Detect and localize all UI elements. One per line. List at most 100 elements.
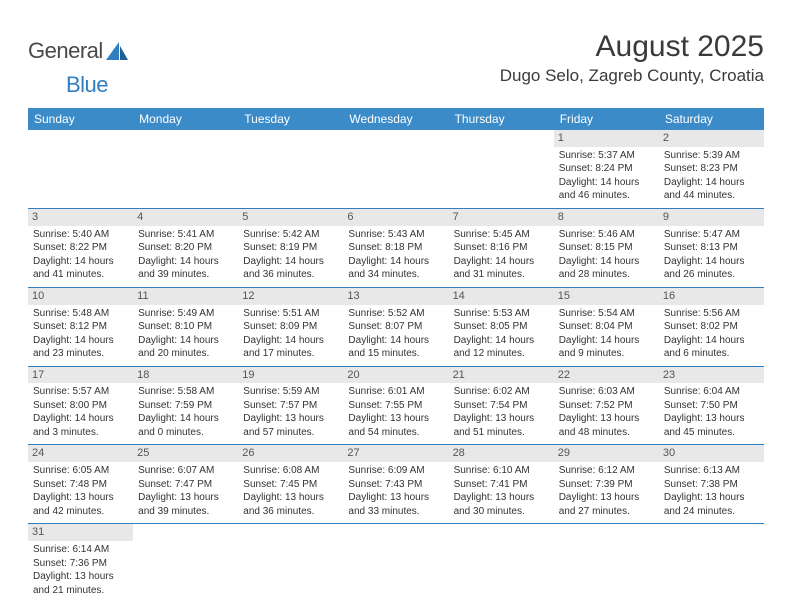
calendar-cell: 19Sunrise: 5:59 AMSunset: 7:57 PMDayligh… [238, 366, 343, 445]
calendar-cell: 13 Sunrise: 5:52 AMSunset: 8:07 PMDayligh… [343, 287, 448, 366]
logo: General [28, 30, 130, 64]
calendar-cell: 21Sunrise: 6:02 AMSunset: 7:54 PMDayligh… [449, 366, 554, 445]
day-info: Sunrise: 5:42 AMSunset: 8:19 PMDaylight:… [243, 228, 338, 282]
weekday-header: Tuesday [238, 108, 343, 130]
calendar-cell: 9 Sunrise: 5:47 AMSunset: 8:13 PMDaylight… [659, 208, 764, 287]
weekday-header: Saturday [659, 108, 764, 130]
day-number: 10 [28, 288, 133, 305]
calendar-cell: 24Sunrise: 6:05 AMSunset: 7:48 PMDayligh… [28, 445, 133, 524]
day-number: 20 [343, 367, 448, 384]
calendar-cell: 1 Sunrise: 5:37 AMSunset: 8:24 PMDaylight… [554, 130, 659, 208]
calendar-body: 1 Sunrise: 5:37 AMSunset: 8:24 PMDaylight… [28, 130, 764, 603]
calendar-cell: 14Sunrise: 5:53 AMSunset: 8:05 PMDayligh… [449, 287, 554, 366]
day-info: Sunrise: 5:41 AMSunset: 8:20 PMDaylight:… [138, 228, 233, 282]
calendar-cell: 27 Sunrise: 6:09 AMSunset: 7:43 PMDayligh… [343, 445, 448, 524]
day-number: 12 [238, 288, 343, 305]
weekday-header: Wednesday [343, 108, 448, 130]
weekday-header: Monday [133, 108, 238, 130]
calendar-header-row: SundayMondayTuesdayWednesdayThursdayFrid… [28, 108, 764, 130]
day-number: 22 [554, 367, 659, 384]
calendar-cell: 8Sunrise: 5:46 AMSunset: 8:15 PMDaylight… [554, 208, 659, 287]
day-info: Sunrise: 6:12 AMSunset: 7:39 PMDaylight:… [559, 464, 654, 518]
day-info: Sunrise: 6:10 AMSunset: 7:41 PMDaylight:… [454, 464, 549, 518]
weekday-header: Friday [554, 108, 659, 130]
day-info: Sunrise: 6:03 AMSunset: 7:52 PMDaylight:… [559, 385, 654, 439]
day-info: Sunrise: 5:52 AMSunset: 8:07 PMDaylight:… [348, 307, 443, 361]
day-info: Sunrise: 5:46 AMSunset: 8:15 PMDaylight:… [559, 228, 654, 282]
day-number: 28 [449, 445, 554, 462]
day-number: 7 [449, 209, 554, 226]
calendar-cell: 26 Sunrise: 6:08 AMSunset: 7:45 PMDayligh… [238, 445, 343, 524]
calendar-cell [449, 130, 554, 208]
calendar-cell: 12Sunrise: 5:51 AMSunset: 8:09 PMDayligh… [238, 287, 343, 366]
day-number: 29 [554, 445, 659, 462]
calendar-cell: 4Sunrise: 5:41 AMSunset: 8:20 PMDaylight… [133, 208, 238, 287]
calendar-cell: 22Sunrise: 6:03 AMSunset: 7:52 PMDayligh… [554, 366, 659, 445]
day-number: 21 [449, 367, 554, 384]
day-number: 27 [343, 445, 448, 462]
day-number: 3 [28, 209, 133, 226]
day-info: Sunrise: 5:56 AMSunset: 8:02 PMDaylight:… [664, 307, 759, 361]
day-number: 15 [554, 288, 659, 305]
calendar-cell: 28 Sunrise: 6:10 AMSunset: 7:41 PMDayligh… [449, 445, 554, 524]
day-number: 31 [28, 524, 133, 541]
day-info: Sunrise: 5:58 AMSunset: 7:59 PMDaylight:… [138, 385, 233, 439]
calendar-cell [554, 524, 659, 603]
calendar-cell: 11Sunrise: 5:49 AMSunset: 8:10 PMDayligh… [133, 287, 238, 366]
day-info: Sunrise: 5:53 AMSunset: 8:05 PMDaylight:… [454, 307, 549, 361]
day-number: 23 [659, 367, 764, 384]
calendar-cell: 25Sunrise: 6:07 AMSunset: 7:47 PMDayligh… [133, 445, 238, 524]
calendar-cell: 23Sunrise: 6:04 AMSunset: 7:50 PMDayligh… [659, 366, 764, 445]
calendar-cell: 10Sunrise: 5:48 AMSunset: 8:12 PMDayligh… [28, 287, 133, 366]
calendar-cell: 20Sunrise: 6:01 AMSunset: 7:55 PMDayligh… [343, 366, 448, 445]
day-number: 17 [28, 367, 133, 384]
day-number: 5 [238, 209, 343, 226]
day-info: Sunrise: 6:14 AMSunset: 7:36 PMDaylight:… [33, 543, 128, 597]
calendar-cell: 31 Sunrise: 6:14 AMSunset: 7:36 PMDayligh… [28, 524, 133, 603]
weekday-header: Thursday [449, 108, 554, 130]
day-info: Sunrise: 5:45 AMSunset: 8:16 PMDaylight:… [454, 228, 549, 282]
calendar-cell [28, 130, 133, 208]
calendar-cell [659, 524, 764, 603]
calendar-cell [133, 130, 238, 208]
day-info: Sunrise: 6:13 AMSunset: 7:38 PMDaylight:… [664, 464, 759, 518]
day-number: 9 [659, 209, 764, 226]
calendar-cell [343, 524, 448, 603]
day-number: 1 [554, 130, 659, 147]
calendar-cell: 18Sunrise: 5:58 AMSunset: 7:59 PMDayligh… [133, 366, 238, 445]
day-info: Sunrise: 6:09 AMSunset: 7:43 PMDaylight:… [348, 464, 443, 518]
calendar-cell: 15 Sunrise: 5:54 AMSunset: 8:04 PMDayligh… [554, 287, 659, 366]
day-number: 25 [133, 445, 238, 462]
calendar-cell: 6 Sunrise: 5:43 AMSunset: 8:18 PMDaylight… [343, 208, 448, 287]
month-title: August 2025 [500, 30, 764, 64]
day-info: Sunrise: 6:02 AMSunset: 7:54 PMDaylight:… [454, 385, 549, 439]
calendar-table: SundayMondayTuesdayWednesdayThursdayFrid… [28, 108, 764, 603]
day-number: 18 [133, 367, 238, 384]
calendar-cell: 30 Sunrise: 6:13 AMSunset: 7:38 PMDayligh… [659, 445, 764, 524]
day-info: Sunrise: 6:05 AMSunset: 7:48 PMDaylight:… [33, 464, 128, 518]
calendar-cell: 5 Sunrise: 5:42 AMSunset: 8:19 PMDaylight… [238, 208, 343, 287]
day-info: Sunrise: 6:08 AMSunset: 7:45 PMDaylight:… [243, 464, 338, 518]
day-number: 13 [343, 288, 448, 305]
calendar-cell: 7 Sunrise: 5:45 AMSunset: 8:16 PMDaylight… [449, 208, 554, 287]
calendar-cell [238, 130, 343, 208]
calendar-cell [133, 524, 238, 603]
day-info: Sunrise: 6:01 AMSunset: 7:55 PMDaylight:… [348, 385, 443, 439]
day-info: Sunrise: 5:39 AMSunset: 8:23 PMDaylight:… [664, 149, 759, 203]
calendar-cell: 29 Sunrise: 6:12 AMSunset: 7:39 PMDayligh… [554, 445, 659, 524]
day-info: Sunrise: 5:54 AMSunset: 8:04 PMDaylight:… [559, 307, 654, 361]
day-number: 30 [659, 445, 764, 462]
day-info: Sunrise: 5:47 AMSunset: 8:13 PMDaylight:… [664, 228, 759, 282]
calendar-cell: 2Sunrise: 5:39 AMSunset: 8:23 PMDaylight… [659, 130, 764, 208]
day-number: 6 [343, 209, 448, 226]
calendar-cell [343, 130, 448, 208]
calendar-cell: 16Sunrise: 5:56 AMSunset: 8:02 PMDayligh… [659, 287, 764, 366]
day-number: 26 [238, 445, 343, 462]
logo-text-general: General [28, 38, 103, 64]
sail-icon [106, 42, 128, 60]
day-info: Sunrise: 5:43 AMSunset: 8:18 PMDaylight:… [348, 228, 443, 282]
day-info: Sunrise: 5:57 AMSunset: 8:00 PMDaylight:… [33, 385, 128, 439]
weekday-header: Sunday [28, 108, 133, 130]
day-info: Sunrise: 5:37 AMSunset: 8:24 PMDaylight:… [559, 149, 654, 203]
day-info: Sunrise: 5:59 AMSunset: 7:57 PMDaylight:… [243, 385, 338, 439]
